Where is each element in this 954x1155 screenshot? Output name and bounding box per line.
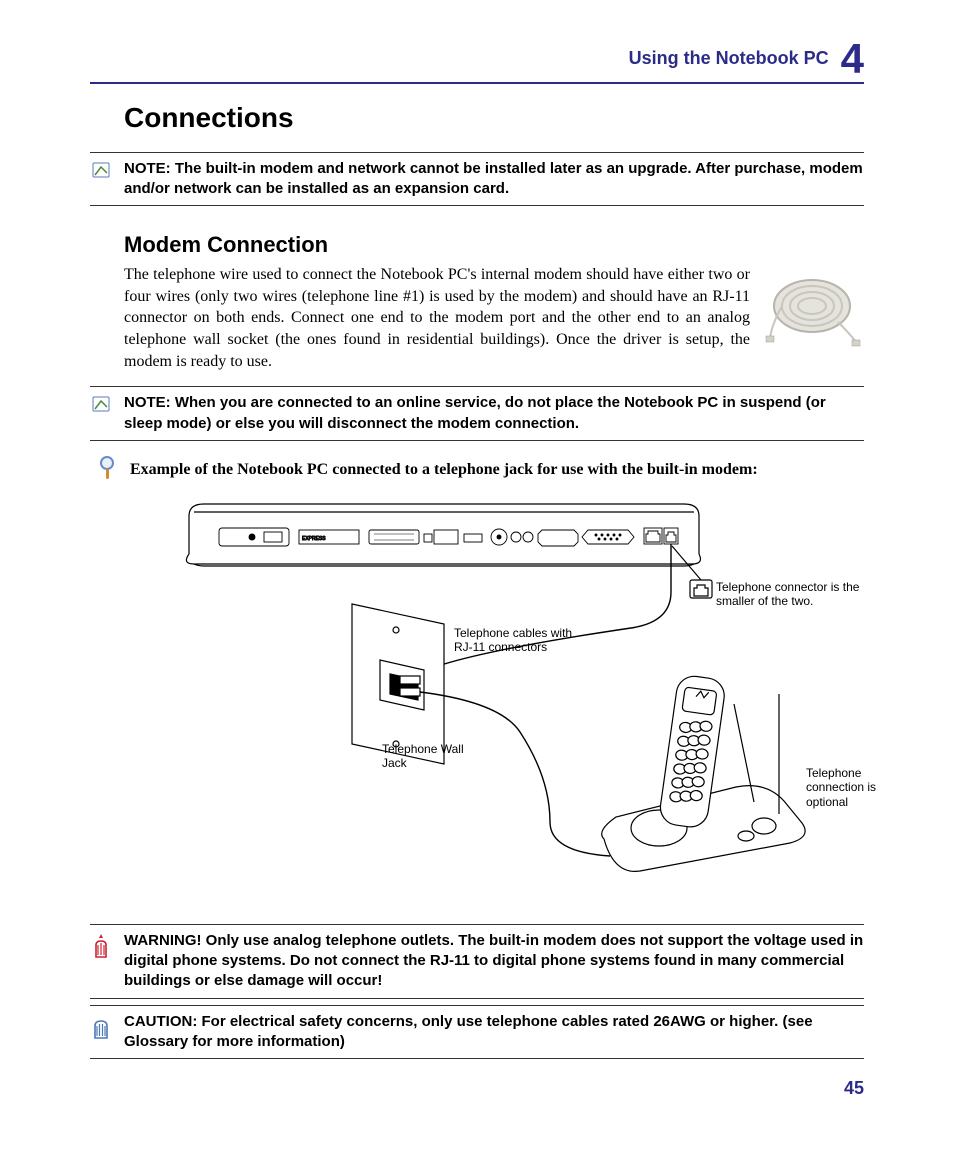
connection-diagram: EXPRESS	[124, 494, 864, 904]
example-caption: Example of the Notebook PC connected to …	[130, 461, 758, 479]
section-title-connections: Connections	[124, 102, 864, 134]
header-title: Using the Notebook PC	[629, 48, 829, 69]
example-caption-row: Example of the Notebook PC connected to …	[98, 455, 864, 486]
caution-text: CAUTION: For electrical safety concerns,…	[124, 1012, 864, 1053]
note-block-upgrade: NOTE: The built-in modem and network can…	[90, 152, 864, 207]
modem-body-row: The telephone wire used to connect the N…	[90, 264, 864, 372]
caution-icon	[90, 1012, 112, 1040]
warning-icon	[90, 931, 112, 959]
chapter-number: 4	[841, 40, 864, 78]
caution-block: CAUTION: For electrical safety concerns,…	[90, 1005, 864, 1060]
label-phone-optional: Telephone connection is optional	[806, 766, 896, 809]
note-text: NOTE: When you are connected to an onlin…	[124, 393, 864, 434]
svg-text:EXPRESS: EXPRESS	[302, 536, 326, 542]
section-title-modem: Modem Connection	[124, 232, 864, 258]
cable-photo	[764, 264, 864, 354]
magnifier-icon	[98, 455, 118, 486]
note-icon	[90, 393, 112, 415]
note-icon	[90, 159, 112, 181]
label-rj11-cables: Telephone cables with RJ-11 connectors	[454, 626, 584, 655]
modem-body-text: The telephone wire used to connect the N…	[124, 264, 750, 372]
label-wall-jack: Telephone Wall Jack	[382, 742, 482, 771]
page-header: Using the Notebook PC 4	[90, 40, 864, 84]
note-block-suspend: NOTE: When you are connected to an onlin…	[90, 386, 864, 441]
page-number: 45	[844, 1078, 864, 1099]
note-text: NOTE: The built-in modem and network can…	[124, 159, 864, 200]
label-telephone-connector: Telephone connector is the smaller of th…	[716, 580, 866, 609]
warning-block: WARNING! Only use analog telephone outle…	[90, 924, 864, 999]
warning-text: WARNING! Only use analog telephone outle…	[124, 931, 864, 992]
